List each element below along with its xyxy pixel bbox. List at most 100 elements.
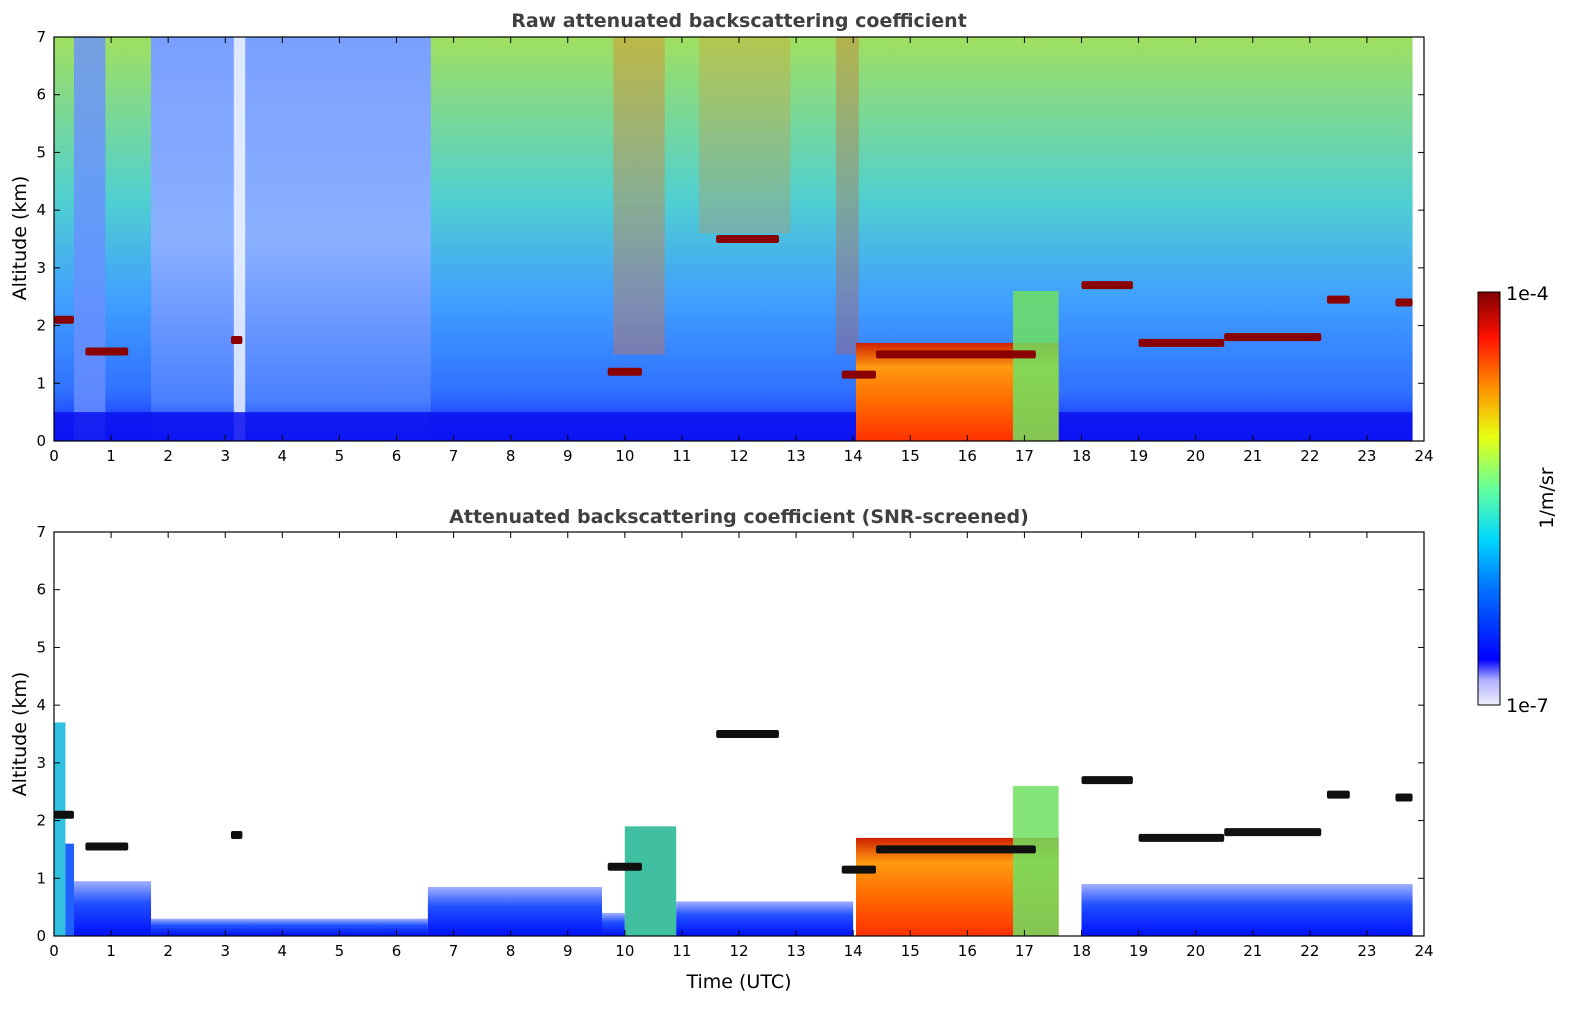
boundary-layer-segment: [65, 843, 74, 936]
boundary-layer-segment: [73, 881, 152, 936]
boundary-layer-segment: [151, 918, 428, 936]
x-tick-label: 2: [163, 447, 173, 465]
cloud-layer: [1326, 790, 1350, 799]
y-tick-label: 1: [36, 869, 46, 887]
cloud-layer: [876, 350, 1036, 359]
boundary-layer-segment: [676, 901, 854, 936]
x-tick-label: 10: [615, 447, 634, 465]
x-tick-label: 3: [220, 447, 230, 465]
x-tick-label: 5: [335, 942, 345, 960]
colorbar-max-label: 1e-4: [1506, 283, 1549, 305]
x-tick-label: 17: [1015, 942, 1034, 960]
x-tick-label: 5: [335, 447, 345, 465]
x-tick-label: 1: [106, 447, 116, 465]
colorbar-min-label: 1e-7: [1506, 695, 1549, 717]
boundary-layer-segment: [1081, 884, 1413, 936]
top-y-axis-label: Altitude (km): [9, 176, 31, 301]
bottom-y-axis-label: Altitude (km): [9, 672, 31, 797]
x-tick-label: 6: [392, 447, 402, 465]
x-tick-label: 7: [449, 447, 459, 465]
x-tick-label: 10: [615, 942, 634, 960]
x-tick-label: 22: [1300, 942, 1319, 960]
cloud-layer: [841, 865, 876, 874]
x-tick-label: 15: [901, 447, 920, 465]
boundary-layer-segment: [624, 826, 677, 936]
cloud-layer: [230, 336, 243, 344]
x-tick-label: 21: [1243, 942, 1262, 960]
colorbar: 1e-4 1e-7 1/m/sr: [1477, 283, 1558, 717]
x-tick-label: 7: [449, 942, 459, 960]
x-tick-label: 17: [1015, 447, 1034, 465]
cloud-layer: [716, 730, 779, 738]
x-tick-label: 4: [278, 942, 288, 960]
cloud-layer: [1081, 776, 1133, 785]
bottom-panel-title: Attenuated backscattering coefficient (S…: [449, 506, 1029, 528]
x-tick-label: 12: [729, 447, 748, 465]
x-tick-label: 11: [672, 447, 691, 465]
x-tick-label: 0: [49, 447, 59, 465]
y-tick-label: 2: [36, 812, 46, 830]
night-low-signal-region: [151, 37, 431, 441]
cloud-layer: [54, 315, 74, 324]
cloud-layer: [1081, 281, 1133, 290]
cloud-layer: [607, 862, 642, 871]
x-tick-label: 8: [506, 447, 516, 465]
y-tick-label: 7: [36, 28, 46, 46]
aerosol-edge: [1013, 785, 1059, 936]
y-tick-label: 2: [36, 317, 46, 335]
y-tick-label: 3: [36, 259, 46, 277]
x-tick-label: 19: [1129, 942, 1148, 960]
top-heatmap-panel: 0 1 2 3 4 5 6 7 8 9 10 11 12 13 14 15 16 17 18 19 20 21 22 23 24…: [36, 28, 1433, 465]
precipitation-streak: [836, 37, 859, 355]
x-tick-label: 18: [1072, 942, 1091, 960]
x-tick-label: 24: [1414, 447, 1433, 465]
x-tick-label: 12: [729, 942, 748, 960]
boundary-layer-segment: [602, 912, 625, 936]
no-data-region: [1412, 37, 1424, 441]
boundary-layer-segment: [54, 722, 66, 936]
top-panel-title: Raw attenuated backscattering coefficien…: [511, 10, 967, 32]
cloud-layer: [607, 367, 642, 376]
cloud-layer: [1138, 833, 1225, 842]
cloud-layer: [85, 347, 129, 356]
x-tick-label: 11: [672, 942, 691, 960]
x-axis-label: Time (UTC): [685, 971, 791, 993]
precipitation-streak: [699, 37, 791, 234]
low-signal-strip: [73, 37, 106, 441]
x-tick-label: 16: [958, 942, 977, 960]
y-tick-label: 5: [36, 143, 46, 161]
y-tick-label: 0: [36, 432, 46, 450]
boundary-layer-segment: [427, 886, 602, 936]
x-tick-label: 16: [958, 447, 977, 465]
x-tick-label: 0: [49, 942, 59, 960]
y-tick-label: 6: [36, 86, 46, 104]
cloud-layer: [1326, 295, 1350, 304]
y-tick-label: 6: [36, 581, 46, 599]
x-tick-label: 2: [163, 942, 173, 960]
x-tick-label: 18: [1072, 447, 1091, 465]
x-tick-label: 13: [787, 447, 806, 465]
cloud-layer: [1395, 298, 1413, 307]
aerosol-edge: [1013, 290, 1059, 441]
colorbar-gradient: [1477, 291, 1501, 706]
precipitation-streak: [613, 37, 665, 355]
x-tick-label: 3: [220, 942, 230, 960]
x-tick-label: 14: [844, 942, 863, 960]
cloud-layer: [230, 831, 243, 839]
x-tick-label: 15: [901, 942, 920, 960]
x-tick-label: 6: [392, 942, 402, 960]
bottom-heatmap-panel: 0 1 2 3 4 5 6 7 8 9 10 11 12 13 14 15 16 17 18 19 20 21 22 23 24…: [36, 523, 1433, 960]
cloud-layer: [1138, 338, 1225, 347]
x-tick-label: 14: [844, 447, 863, 465]
cloud-layer: [1224, 828, 1322, 837]
cloud-layer: [85, 842, 129, 851]
y-tick-label: 1: [36, 374, 46, 392]
x-tick-label: 21: [1243, 447, 1262, 465]
x-tick-label: 20: [1186, 942, 1205, 960]
y-tick-label: 3: [36, 754, 46, 772]
y-tick-label: 5: [36, 638, 46, 656]
cloud-layer: [1395, 793, 1413, 802]
x-tick-label: 13: [787, 942, 806, 960]
x-tick-label: 1: [106, 942, 116, 960]
